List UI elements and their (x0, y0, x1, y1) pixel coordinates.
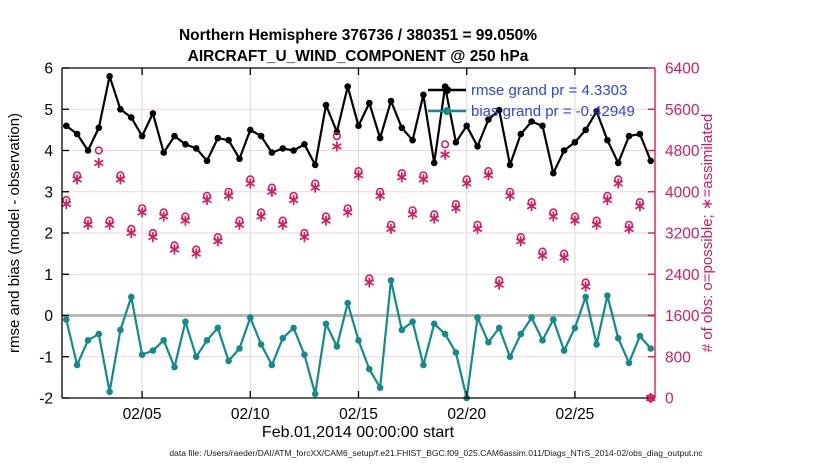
left-axis-label: rmse and bias (model - observation) (6, 113, 23, 353)
axes (61, 67, 656, 399)
grid (62, 68, 655, 398)
left-tick-label: -1 (39, 349, 53, 366)
right-tick-label: 6400 (665, 61, 700, 78)
x-tick-label: 02/05 (123, 406, 162, 423)
right-tick-label: 4000 (665, 184, 700, 201)
legend-bias-marker (443, 107, 451, 115)
x-tick-label: 02/15 (339, 406, 378, 423)
left-tick-label: 3 (44, 184, 53, 201)
right-tick-label: 800 (665, 349, 691, 366)
legend-rmse-label: rmse grand pr = 4.3303 (471, 82, 627, 99)
chart-title-line2: AIRCRAFT_U_WIND_COMPONENT @ 250 hPa (188, 48, 529, 65)
left-tick-label: 2 (44, 226, 53, 243)
tick-labels: -2 -1 0 1 2 3 4 5 6 0 800 1600 2400 3200 4000 4800 5600 6… (39, 61, 700, 424)
x-tick-label: 02/25 (556, 406, 595, 423)
right-tick-label: 3200 (665, 226, 700, 243)
legend: rmse grand pr = 4.3303 bias grand pr = -… (428, 82, 635, 120)
legend-rmse-marker (443, 86, 451, 94)
left-tick-label: 5 (44, 102, 53, 119)
chart-title-line1: Northern Hemisphere 376736 / 380351 = 99… (179, 27, 537, 44)
left-tick-label: -2 (39, 391, 53, 408)
right-tick-label: 5600 (665, 102, 700, 119)
x-axis-label: Feb.01,2014 00:00:00 start (262, 424, 455, 441)
bias-series (63, 277, 654, 402)
x-tick-label: 02/20 (447, 406, 486, 423)
right-axis-label: # of obs: o=possible; ∗=assimilated (699, 114, 716, 353)
legend-bias-label: bias grand pr = -0.42949 (471, 103, 635, 120)
data-series (61, 73, 656, 404)
right-tick-label: 1600 (665, 308, 700, 325)
right-tick-label: 4800 (665, 143, 700, 160)
left-tick-label: 0 (44, 308, 53, 325)
data-file-path: data file: /Users/raeder/DAI/ATM_forcXX/… (169, 448, 703, 458)
left-tick-label: 6 (44, 61, 53, 78)
right-tick-label: 2400 (665, 267, 700, 284)
left-tick-label: 4 (44, 143, 53, 160)
x-tick-label: 02/10 (231, 406, 270, 423)
obs-assimilated-series (61, 141, 656, 404)
left-tick-label: 1 (44, 267, 53, 284)
right-tick-label: 0 (665, 391, 674, 408)
